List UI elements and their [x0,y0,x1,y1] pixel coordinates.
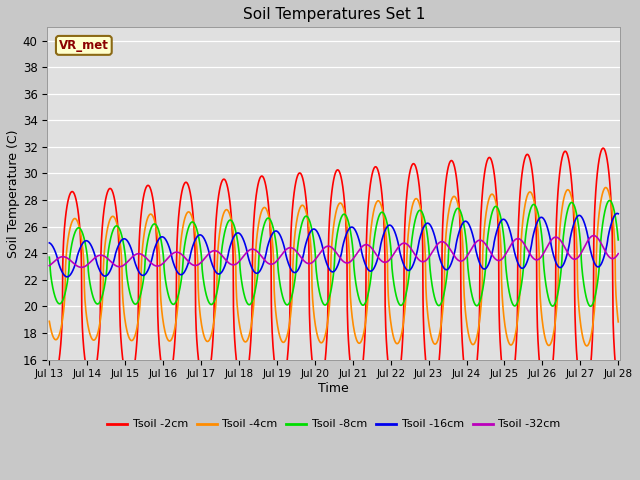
Tsoil -2cm [580,396,588,401]
Tsoil -16cm [598,260,605,266]
Tsoil -2cm [599,145,607,151]
Tsoil -32cm [598,243,606,249]
Line: Tsoil -16cm: Tsoil -16cm [49,214,618,277]
Tsoil -2cm [45,369,53,375]
Tsoil -4cm [307,244,315,250]
Tsoil -8cm [587,303,595,309]
Tsoil -2cm [493,205,501,211]
Tsoil -32cm [77,264,85,270]
Tsoil -2cm [322,348,330,354]
Tsoil -32cm [614,251,622,256]
Tsoil -8cm [74,225,82,231]
Tsoil -4cm [74,221,82,227]
Tsoil -16cm [323,259,330,265]
Tsoil -16cm [75,249,83,255]
Line: Tsoil -8cm: Tsoil -8cm [49,201,618,306]
Tsoil -8cm [45,254,53,260]
Tsoil -2cm [598,146,606,152]
Tsoil -16cm [307,228,315,234]
Tsoil -8cm [307,222,315,228]
Tsoil -16cm [45,240,53,246]
Tsoil -8cm [598,228,605,234]
Tsoil -32cm [323,244,330,250]
Tsoil -32cm [45,263,53,268]
Tsoil -8cm [493,204,501,210]
Tsoil -16cm [613,211,621,216]
Tsoil -4cm [614,319,622,325]
Tsoil -16cm [598,260,606,265]
Line: Tsoil -2cm: Tsoil -2cm [49,148,618,398]
Tsoil -8cm [598,226,606,232]
Tsoil -32cm [493,257,501,263]
Tsoil -4cm [45,318,53,324]
X-axis label: Time: Time [319,382,349,395]
Tsoil -8cm [606,198,614,204]
Tsoil -8cm [614,237,622,243]
Tsoil -8cm [322,302,330,308]
Tsoil -4cm [493,206,501,212]
Y-axis label: Soil Temperature (C): Soil Temperature (C) [7,129,20,258]
Line: Tsoil -4cm: Tsoil -4cm [49,188,618,346]
Tsoil -16cm [63,274,71,280]
Line: Tsoil -32cm: Tsoil -32cm [49,236,618,267]
Tsoil -4cm [322,329,330,335]
Tsoil -2cm [598,146,605,152]
Tsoil -2cm [614,386,622,392]
Title: Soil Temperatures Set 1: Soil Temperatures Set 1 [243,7,425,22]
Tsoil -4cm [583,343,591,349]
Tsoil -4cm [602,185,609,191]
Tsoil -4cm [598,192,606,198]
Tsoil -32cm [598,242,606,248]
Text: VR_met: VR_met [59,39,109,52]
Tsoil -16cm [614,211,622,216]
Tsoil -4cm [598,194,605,200]
Legend: Tsoil -2cm, Tsoil -4cm, Tsoil -8cm, Tsoil -16cm, Tsoil -32cm: Tsoil -2cm, Tsoil -4cm, Tsoil -8cm, Tsoi… [102,415,565,434]
Tsoil -32cm [307,260,315,266]
Tsoil -16cm [493,226,501,231]
Tsoil -2cm [307,343,315,349]
Tsoil -32cm [74,264,82,269]
Tsoil -2cm [74,211,82,216]
Tsoil -32cm [590,233,598,239]
